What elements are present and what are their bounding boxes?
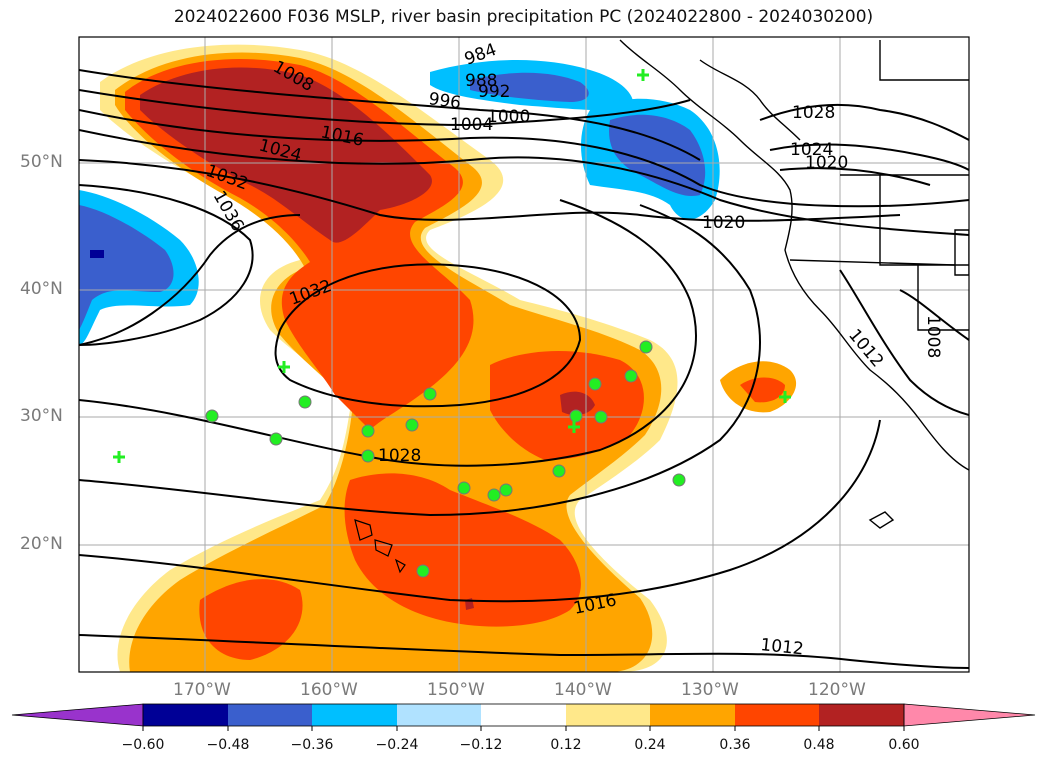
station-circle-marker [361, 449, 375, 463]
station-markers [205, 340, 686, 578]
colorbar-tick-label: −0.24 [375, 737, 419, 753]
longitude-label: 150°W [427, 680, 485, 700]
station-circle-marker [499, 483, 513, 497]
colorbar-tick-label: −0.60 [121, 737, 165, 753]
colorbar-tick-label: 0.48 [803, 737, 835, 753]
station-circle-marker [405, 418, 419, 432]
longitude-label: 120°W [808, 680, 866, 700]
colorbar-swatch [397, 704, 481, 726]
colorbar-extend-low [11, 703, 144, 727]
colorbar-swatch [566, 704, 650, 726]
isobars [79, 69, 969, 669]
isobar-label: 1000 [487, 107, 530, 127]
isobar-label: 1024 [790, 140, 833, 160]
station-circle-marker [457, 481, 471, 495]
colorbar-extend-high [903, 703, 1036, 727]
colorbar-swatch [481, 704, 566, 726]
colorbar-swatch [735, 704, 819, 726]
isobar-label: 1008 [923, 315, 943, 358]
station-circle-marker [569, 409, 583, 423]
isobar-label: 1020 [805, 153, 848, 173]
station-circle-marker [552, 464, 566, 478]
longitude-label: 140°W [554, 680, 612, 700]
colorbar-tick-label: −0.36 [290, 737, 334, 753]
station-circle-marker [639, 340, 653, 354]
isobar-label: 988 [465, 71, 497, 91]
station-plus-marker [113, 451, 125, 463]
station-plus-marker [779, 391, 791, 403]
station-circle-marker [594, 410, 608, 424]
graticule-lines [79, 37, 969, 672]
map-frame [78, 36, 970, 673]
isobar-label: 996 [427, 89, 462, 113]
colorbar-swatch [819, 704, 904, 726]
station-circle-marker [588, 377, 602, 391]
station-circle-marker [487, 488, 501, 502]
colorbar-swatch [312, 704, 397, 726]
isobar-label: 1012 [759, 635, 804, 659]
station-plus-marker [278, 361, 290, 373]
hawaii-islands [354, 519, 406, 574]
colorbar-swatch [143, 704, 228, 726]
longitude-label: 170°W [173, 680, 231, 700]
colorbar-swatch [228, 704, 312, 726]
station-circle-marker [269, 432, 283, 446]
colorbar-tick-label: −0.12 [459, 737, 503, 753]
station-circle-marker [672, 473, 686, 487]
latitude-label: 30°N [20, 406, 63, 426]
station-circle-marker [361, 424, 375, 438]
station-circle-marker [298, 395, 312, 409]
colorbar-tick-label: 0.36 [719, 737, 751, 753]
station-plus-marker [568, 421, 580, 433]
station-circle-marker [205, 409, 219, 423]
map-title: 2024022600 F036 MSLP, river basin precip… [173, 7, 874, 27]
isobar-label: 1004 [450, 115, 493, 135]
isobar-label: 1028 [792, 103, 835, 123]
isobar-label: 1028 [378, 446, 421, 466]
station-circle-marker [416, 564, 430, 578]
latitude-label: 50°N [20, 152, 63, 172]
precipitation-field [79, 44, 797, 672]
colorbar-tick-label: 0.60 [888, 737, 920, 753]
isobar-label: 992 [478, 82, 510, 102]
longitude-label: 130°W [681, 680, 739, 700]
station-plus-marker [637, 69, 649, 81]
station-cross-markers [113, 69, 791, 463]
colorbar-tick-label: 0.12 [550, 737, 582, 753]
colorbar-tick-label: −0.48 [206, 737, 250, 753]
isobar-label: 1020 [702, 213, 745, 233]
colorbar-swatch [650, 704, 735, 726]
station-circle-marker [423, 387, 437, 401]
longitude-label: 160°W [300, 680, 358, 700]
colorbar-tick-label: 0.24 [634, 737, 666, 753]
latitude-label: 20°N [20, 534, 63, 554]
colorbar [11, 703, 1036, 731]
latitude-label: 40°N [20, 279, 63, 299]
coastline [619, 39, 969, 529]
station-circle-marker [624, 369, 638, 383]
